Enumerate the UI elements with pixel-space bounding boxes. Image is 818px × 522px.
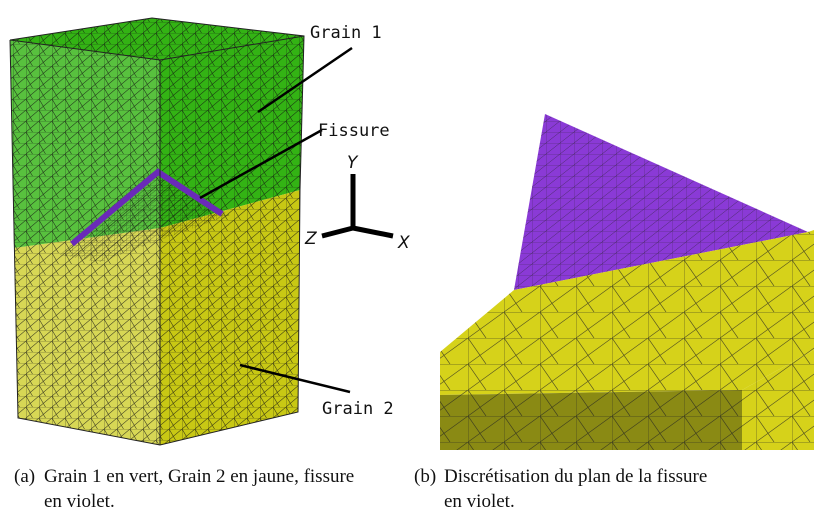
grain2-label: Grain 2: [322, 399, 394, 419]
axis-triad: Y Z X: [304, 153, 410, 253]
caption-b-line2: en violet.: [444, 491, 515, 512]
panel-b-zoom: [440, 100, 814, 450]
grain2-leader-line: [239, 363, 351, 394]
caption-b: (b) Discrétisation du plan de la fissure …: [414, 464, 814, 514]
axis-x-label: X: [397, 233, 410, 253]
panel-a-block: [9, 17, 305, 446]
fissure-label: Fissure: [318, 121, 390, 141]
fissure-leader-line: [199, 128, 323, 200]
figure: Grain 1 Fissure Grain 2 Y Z X: [9, 17, 814, 450]
axis-z-label: Z: [304, 229, 317, 249]
caption-a: (a) Grain 1 en vert, Grain 2 en jaune, fi…: [14, 464, 414, 514]
caption-a-line1: Grain 1 en vert, Grain 2 en jaune, fissu…: [44, 466, 355, 487]
axis-y-label: Y: [347, 153, 359, 173]
caption-b-line1: Discrétisation du plan de la fissure: [444, 466, 708, 487]
caption-a-line2: en violet.: [44, 491, 115, 512]
caption-a-label: (a): [14, 466, 36, 487]
caption-b-label: (b): [414, 466, 437, 487]
grain1-leader-line: [257, 46, 353, 114]
fissure-crack: [70, 168, 224, 247]
grain1-label: Grain 1: [310, 23, 382, 43]
